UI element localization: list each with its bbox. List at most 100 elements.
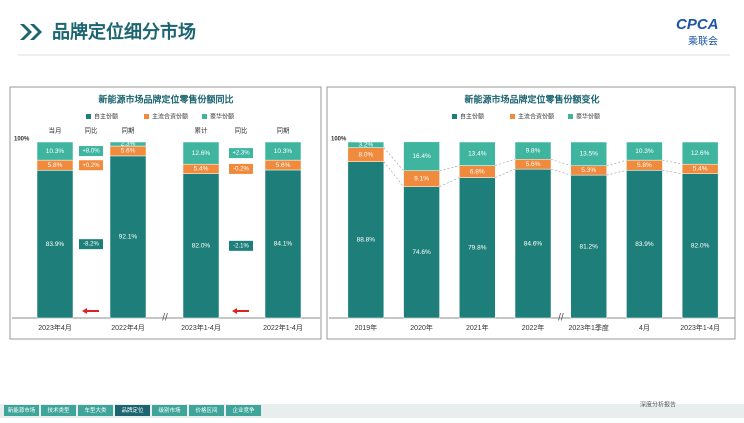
nav-tab-label[interactable]: 级别市场 xyxy=(158,406,181,414)
data-label: 2.3% xyxy=(121,141,136,148)
data-label: 5.4% xyxy=(693,166,708,173)
data-label: 84.6% xyxy=(524,240,543,247)
logo: CPCA xyxy=(676,16,719,33)
x-tick-label: 2022年 xyxy=(522,323,545,332)
left-panel xyxy=(9,86,322,340)
nav-tab-label[interactable]: 新能源市场 xyxy=(8,406,36,414)
data-label: 12.6% xyxy=(192,150,211,157)
bar-segment xyxy=(403,186,440,319)
column-header: 累计 xyxy=(195,126,209,135)
nav-tab[interactable] xyxy=(115,405,150,416)
bar-segment xyxy=(570,174,607,319)
nav-tab[interactable] xyxy=(4,405,39,416)
x-tick-label: 2022年1-4月 xyxy=(263,323,303,332)
nav-tab[interactable] xyxy=(152,405,187,416)
bar-segment xyxy=(182,141,220,165)
x-tick-label: 2023年1季度 xyxy=(568,323,608,332)
bar-segment xyxy=(681,141,719,165)
data-label: 9.8% xyxy=(526,147,541,154)
connector xyxy=(550,168,571,176)
data-label: 5.8% xyxy=(637,162,652,169)
nav-tab[interactable] xyxy=(226,405,261,416)
legend-label: 主流合资份额 xyxy=(152,113,188,121)
change-box xyxy=(79,239,103,250)
nav-tab[interactable] xyxy=(41,405,76,416)
legend-swatch xyxy=(510,114,515,119)
change-label: -2.1% xyxy=(233,243,249,249)
change-label: -8.2% xyxy=(83,242,99,248)
bar-segment xyxy=(109,141,147,147)
legend-label: 自主份额 xyxy=(94,113,118,121)
data-label: 5.6% xyxy=(121,148,136,155)
chart-title: 新能源市场品牌定位零售份额同比 xyxy=(98,93,233,104)
connector xyxy=(495,158,516,166)
nav-tab[interactable] xyxy=(78,405,113,416)
page-title: 品牌定位细分市场 xyxy=(52,21,196,42)
right-panel xyxy=(326,86,736,340)
legend-swatch xyxy=(568,114,573,119)
bar-segment xyxy=(459,177,496,319)
nav-tab-label[interactable]: 价格区间 xyxy=(195,406,217,414)
data-label: 9.1% xyxy=(414,175,429,182)
connector xyxy=(550,158,571,167)
connector xyxy=(439,177,460,187)
footer-note: 深度分析报告 xyxy=(640,401,676,409)
legend-label: 豪华份额 xyxy=(576,113,600,121)
arrow xyxy=(82,308,99,314)
connector xyxy=(439,165,460,171)
data-label: 5.3% xyxy=(581,167,596,174)
nav-tab-label[interactable]: 品牌定位 xyxy=(121,406,144,414)
bar-segment xyxy=(182,173,220,319)
y-tick-label: 100% xyxy=(14,137,30,143)
data-label: 5.6% xyxy=(526,161,541,168)
data-label: 16.4% xyxy=(412,153,431,160)
connector xyxy=(383,147,404,171)
data-label: 82.0% xyxy=(691,243,710,250)
connector xyxy=(495,168,516,178)
data-label: 83.9% xyxy=(635,241,654,248)
legend-label: 豪华份额 xyxy=(210,113,234,121)
x-tick-label: 2020年 xyxy=(410,323,433,332)
connector xyxy=(662,170,683,174)
y-tick-label: 100% xyxy=(331,137,347,143)
connector xyxy=(606,159,627,167)
connector xyxy=(383,161,404,187)
bar-segment xyxy=(264,141,302,161)
logo-sub: 乘联会 xyxy=(688,35,718,48)
nav-tab[interactable] xyxy=(189,405,224,416)
bar-segment xyxy=(681,173,719,319)
bar-segment xyxy=(459,141,496,166)
data-label: 81.2% xyxy=(579,243,598,250)
change-label: +2.3% xyxy=(232,151,250,157)
x-tick-label: 2023年1-4月 xyxy=(181,323,221,332)
change-box xyxy=(229,163,253,174)
data-label: 3.2% xyxy=(358,142,373,149)
axis-break: // xyxy=(162,313,168,324)
data-label: 13.4% xyxy=(468,151,487,158)
change-box xyxy=(229,240,253,251)
legend-swatch xyxy=(144,114,149,119)
change-box xyxy=(79,146,103,157)
nav-tab-label[interactable]: 企业竞争 xyxy=(232,406,255,414)
nav-tab-label[interactable]: 技术类型 xyxy=(47,406,70,414)
legend-swatch xyxy=(86,114,91,119)
data-label: 8.0% xyxy=(358,151,373,158)
legend-swatch xyxy=(202,114,207,119)
bar-segment xyxy=(403,141,440,171)
axis-break: // xyxy=(558,313,564,324)
change-label: +0.2% xyxy=(82,163,100,169)
data-label: 5.8% xyxy=(48,162,63,169)
change-label: +8.0% xyxy=(82,149,100,155)
change-label: -0.2% xyxy=(233,167,249,173)
x-tick-label: 2023年1-4月 xyxy=(680,323,720,332)
data-label: 12.6% xyxy=(691,150,710,157)
connector xyxy=(606,170,627,176)
x-tick-label: 2019年 xyxy=(355,323,378,332)
bar-segment xyxy=(514,141,552,160)
arrow xyxy=(232,308,249,314)
connector xyxy=(662,159,683,165)
data-label: 5.6% xyxy=(276,162,291,169)
nav-tab-label[interactable]: 车型大类 xyxy=(84,406,107,414)
bar-segment xyxy=(264,169,302,319)
